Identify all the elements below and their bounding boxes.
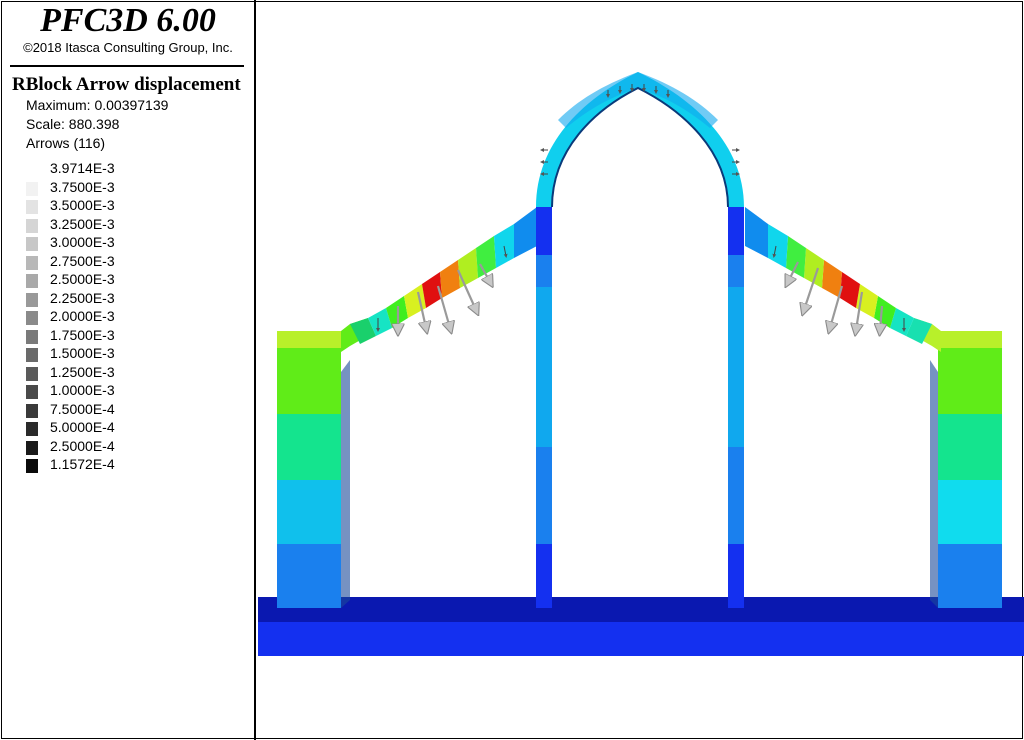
legend-value: 2.5000E-4 xyxy=(50,437,115,454)
left-column xyxy=(536,207,552,608)
legend-value: 1.0000E-3 xyxy=(50,382,115,398)
copyright-text: ©2018 Itasca Consulting Group, Inc. xyxy=(23,40,233,55)
legend-swatch xyxy=(26,385,38,399)
left-flying-buttress xyxy=(341,207,537,352)
displacement-arrows xyxy=(398,261,882,330)
legend-value: 3.2500E-3 xyxy=(50,215,115,232)
left-pier xyxy=(277,331,350,608)
legend-value: 2.5000E-3 xyxy=(50,271,115,287)
legend-swatch xyxy=(26,440,38,455)
legend-swatch xyxy=(26,200,38,214)
right-column xyxy=(728,207,744,608)
software-title: PFC3D 6.00 xyxy=(40,2,216,39)
legend-value: 3.9714E-3 xyxy=(50,160,115,176)
legend-swatch xyxy=(26,403,38,418)
legend-value: 5.0000E-4 xyxy=(50,419,115,435)
legend-value: 3.5000E-3 xyxy=(50,197,115,213)
maximum-value: Maximum: 0.00397139 xyxy=(26,97,169,113)
legend-value: 1.5000E-3 xyxy=(50,345,115,361)
legend-swatch xyxy=(26,459,38,473)
legend-swatch xyxy=(26,237,38,251)
legend-value: 2.0000E-3 xyxy=(50,308,115,324)
model-view xyxy=(258,72,1024,656)
legend-swatch xyxy=(26,274,38,288)
plot-item-label: RBlock Arrow displacement xyxy=(12,74,241,95)
legend-swatch xyxy=(26,255,38,270)
legend-value: 1.2500E-3 xyxy=(50,363,115,380)
header-divider xyxy=(10,65,244,67)
legend-swatch xyxy=(26,292,38,307)
arrows-count: Arrows (116) xyxy=(26,135,106,151)
legend-value: 7.5000E-4 xyxy=(50,400,115,417)
legend-value: 2.7500E-3 xyxy=(50,252,115,269)
right-flying-buttress xyxy=(745,207,941,352)
pointed-arch xyxy=(536,72,744,208)
legend-value: 2.2500E-3 xyxy=(50,289,115,306)
small-arrows xyxy=(376,84,906,332)
legend-swatch xyxy=(26,329,38,344)
legend-value: 3.0000E-3 xyxy=(50,234,115,250)
legend-swatch xyxy=(26,311,38,325)
legend-panel: PFC3D 6.00 ©2018 Itasca Consulting Group… xyxy=(0,0,256,740)
legend-value: 3.7500E-3 xyxy=(50,178,115,195)
base-slab xyxy=(258,597,1024,656)
legend-value: 1.7500E-3 xyxy=(50,326,115,343)
legend-swatch xyxy=(26,348,38,362)
legend-value: 1.1572E-4 xyxy=(50,456,115,472)
legend-swatch xyxy=(26,181,38,196)
legend-swatch xyxy=(26,218,38,233)
scale-value: Scale: 880.398 xyxy=(26,116,120,132)
legend-swatch xyxy=(26,422,38,436)
legend-swatch xyxy=(26,366,38,381)
right-pier xyxy=(930,331,1002,608)
